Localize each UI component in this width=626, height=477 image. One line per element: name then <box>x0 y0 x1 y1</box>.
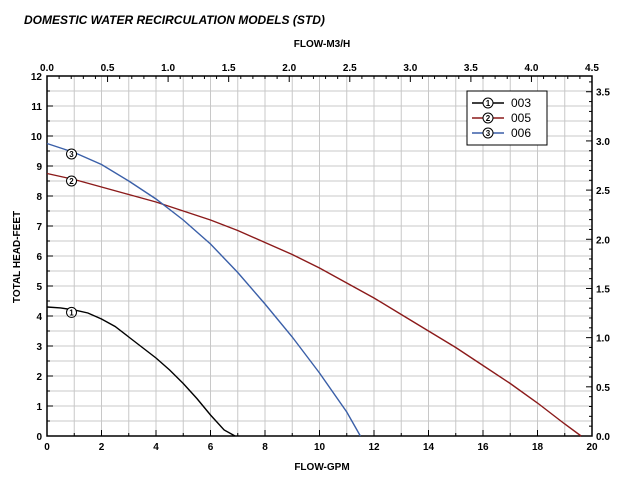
legend-005-marker <box>482 112 494 124</box>
series-003-marker-label: 1 <box>69 308 74 317</box>
right-tick-label: 3.5 <box>596 88 610 99</box>
legend-003-marker <box>482 97 494 109</box>
legend-006-marker <box>482 127 494 139</box>
x-tick-label: 12 <box>368 442 380 453</box>
right-tick-label: 0.5 <box>596 383 610 394</box>
y-axis-title: TOTAL HEAD-FEET <box>12 211 23 303</box>
series-005-marker <box>66 175 78 187</box>
top-tick-label: 3.5 <box>464 63 478 74</box>
legend: 1 003 2 005 3 006 <box>466 90 548 146</box>
y-tick-label: 8 <box>36 192 42 203</box>
top-tick-label: 0.0 <box>40 63 54 74</box>
x-tick-label: 8 <box>262 442 268 453</box>
legend-005-label: 005 <box>511 111 531 125</box>
top-tick-label: 2.0 <box>282 63 296 74</box>
y-tick-label: 10 <box>31 132 43 143</box>
y-tick-label: 11 <box>31 102 42 113</box>
top-tick-label: 2.5 <box>343 63 357 74</box>
x-tick-label: 16 <box>477 442 489 453</box>
series-003-marker <box>66 306 78 318</box>
top-tick-label: 4.0 <box>524 63 538 74</box>
y-tick-label: 7 <box>36 222 42 233</box>
plot-frame <box>46 75 593 437</box>
series-005-line <box>46 172 582 437</box>
y-tick-label: 3 <box>36 342 42 353</box>
x-tick-label: 0 <box>44 442 50 453</box>
right-tick-label: 1.0 <box>596 334 610 345</box>
series-006-line <box>46 142 361 437</box>
y-tick-label: 1 <box>36 402 42 413</box>
y-tick-label: 2 <box>36 372 42 383</box>
top-tick-label: 1.0 <box>161 63 175 74</box>
series-layer: 1 2 3 <box>46 142 582 437</box>
series-005-marker-label: 2 <box>69 177 74 186</box>
chart-title: DOMESTIC WATER RECIRCULATION MODELS (STD… <box>24 13 325 27</box>
x-tick-label: 20 <box>586 442 598 453</box>
top-tick-label: 1.5 <box>222 63 236 74</box>
y-tick-label: 12 <box>31 72 43 83</box>
series-003-line <box>46 306 236 437</box>
right-tick-label: 1.5 <box>596 284 610 295</box>
legend-003-marker-label: 1 <box>486 99 491 108</box>
x-tick-label: 4 <box>153 442 159 453</box>
top-tick-label: 4.5 <box>585 63 599 74</box>
top-tick-label: 3.0 <box>403 63 417 74</box>
x-tick-label: 10 <box>314 442 326 453</box>
y-tick-label: 5 <box>36 282 42 293</box>
y-tick-label: 0 <box>36 432 42 443</box>
series-006-marker-label: 3 <box>69 150 74 159</box>
right-tick-label: 0.0 <box>596 432 610 443</box>
x-axis-title: FLOW-GPM <box>294 462 349 473</box>
y-tick-label: 4 <box>36 312 42 323</box>
legend-003-label: 003 <box>511 96 531 110</box>
right-tick-label: 2.0 <box>596 235 610 246</box>
x-tick-label: 2 <box>99 442 105 453</box>
top-tick-label: 0.5 <box>101 63 115 74</box>
x-tick-label: 6 <box>208 442 214 453</box>
y-tick-label: 6 <box>36 252 42 263</box>
top-axis-title: FLOW-M3/H <box>294 39 350 50</box>
legend-006-label: 006 <box>511 126 531 140</box>
legend-006-marker-label: 3 <box>486 129 491 138</box>
legend-005-marker-label: 2 <box>486 114 491 123</box>
x-tick-label: 18 <box>532 442 544 453</box>
x-tick-label: 14 <box>423 442 435 453</box>
series-006-marker <box>66 148 78 160</box>
right-tick-label: 2.5 <box>596 186 610 197</box>
right-tick-label: 3.0 <box>596 137 610 148</box>
y-tick-label: 9 <box>36 162 42 173</box>
